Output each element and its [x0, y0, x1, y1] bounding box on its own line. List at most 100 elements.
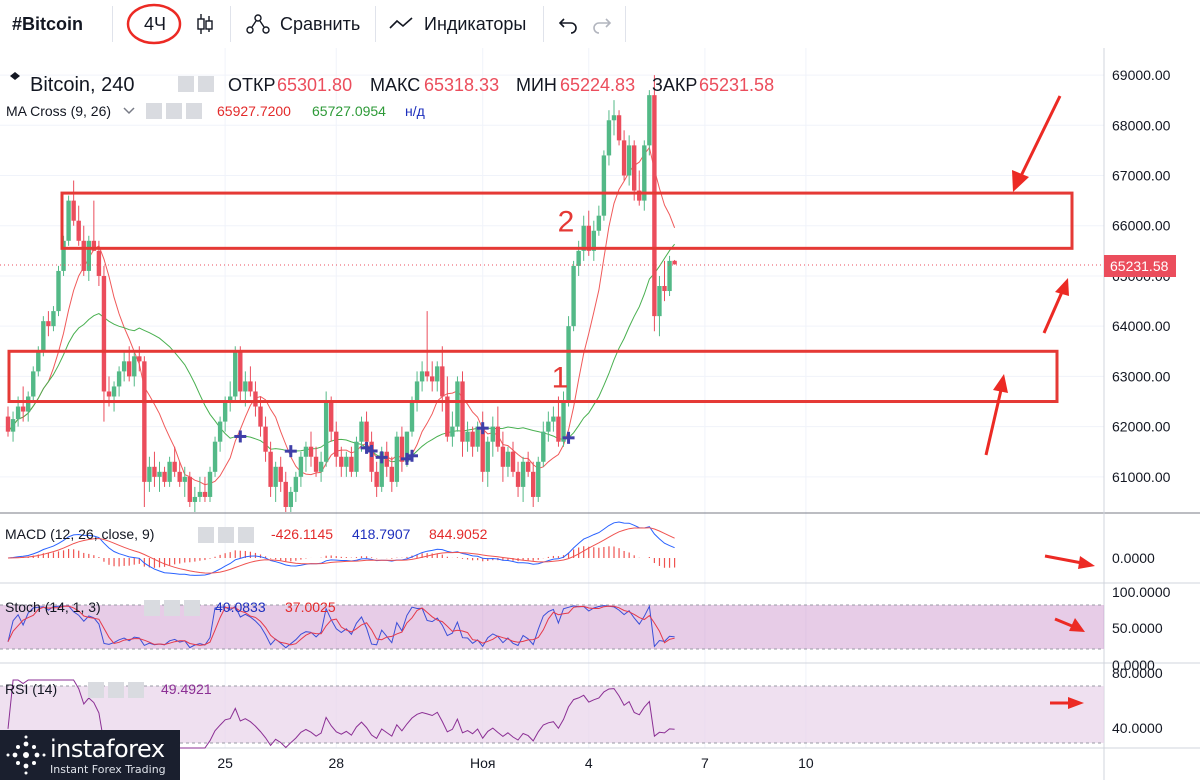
price-tick-label: 69000.00 [1112, 67, 1171, 83]
stoch-value-1: 40.0833 [215, 599, 266, 615]
ma-cross-marker [234, 430, 247, 443]
compare-label: Сравнить [280, 13, 361, 34]
candle-body [142, 361, 147, 482]
candle-body [384, 451, 389, 467]
ma-fast-value: 65927.7200 [217, 103, 291, 119]
candle [490, 416, 495, 457]
compare-button[interactable]: Сравнить [244, 0, 360, 48]
candle-type-button[interactable] [196, 0, 214, 48]
candle [626, 135, 632, 186]
instaforex-watermark: instaforex Instant Forex Trading [0, 730, 180, 780]
grid [0, 48, 1104, 748]
candle-body [621, 140, 627, 176]
price-tick-label: 63000.00 [1112, 368, 1171, 384]
candle-body [339, 456, 344, 467]
candle-body [404, 431, 410, 462]
candle-body [349, 456, 354, 472]
candle-body [576, 250, 581, 266]
redo-button[interactable] [592, 0, 614, 48]
candle [465, 421, 470, 452]
macd-settings-icons [198, 527, 254, 543]
rsi-settings-icons [88, 682, 144, 698]
candle [359, 416, 364, 452]
candle [26, 391, 31, 422]
candle [81, 225, 86, 276]
time-tick-label: 28 [328, 755, 344, 771]
candle [667, 255, 672, 297]
candle [31, 366, 36, 402]
candle [339, 446, 344, 477]
candle-body [546, 421, 551, 432]
candle [303, 441, 309, 472]
candles [5, 75, 677, 512]
candle-body [450, 426, 455, 437]
candle-body [182, 476, 187, 482]
chart-area[interactable]: 61000.0062000.0063000.0064000.0065000.00… [0, 48, 1200, 780]
candle [10, 411, 16, 442]
candle-body [162, 471, 167, 482]
candle-body [364, 421, 369, 442]
interval-circle-annotation [126, 3, 182, 45]
candle-body [334, 431, 339, 457]
low-label: МИН [516, 75, 557, 95]
candle [182, 466, 187, 497]
candle-body [152, 466, 157, 477]
candle [142, 356, 147, 507]
candle-body [632, 145, 637, 191]
candle-body [601, 155, 607, 216]
candle [207, 466, 213, 502]
symbol-label[interactable]: #Bitcoin [12, 13, 84, 34]
time-tick-label: 10 [798, 755, 814, 771]
undo-icon [556, 14, 578, 34]
candle [419, 361, 425, 392]
candle-body [81, 240, 86, 271]
candle-body [132, 356, 137, 377]
candle-body [389, 466, 394, 482]
toolbar-divider [625, 6, 626, 42]
ma-slow-value: 65727.0954 [312, 103, 386, 119]
candle-body [258, 406, 263, 427]
candle [46, 311, 51, 337]
candle-body [187, 476, 192, 502]
candle-body [61, 240, 66, 271]
candle-body [157, 471, 162, 477]
candle [212, 436, 218, 477]
candle-body [495, 426, 501, 447]
indicator-axis: 0.0000 100.0000 50.0000 0.0000 80.0000 4… [1112, 550, 1171, 736]
candle-body [253, 391, 258, 407]
candle-body [177, 471, 182, 482]
candle [606, 110, 612, 166]
candle-body [485, 441, 490, 472]
candle-body [490, 426, 495, 442]
candle [51, 306, 56, 332]
candle-body [51, 311, 56, 327]
candle [642, 140, 647, 211]
undo-button[interactable] [556, 0, 578, 48]
candle [344, 451, 349, 477]
candle-body [288, 491, 293, 507]
candle-body [541, 431, 546, 462]
candle-body [399, 436, 405, 462]
ma-cross-markers [234, 422, 575, 465]
candle-body [531, 471, 536, 497]
candle [485, 436, 490, 487]
ma-cross-marker [365, 444, 378, 457]
zone-label: 1 [552, 361, 569, 394]
price-tick-label: 61000.00 [1112, 469, 1171, 485]
interval-button[interactable]: 4Ч [128, 0, 182, 48]
time-tick-label: Ноя [470, 755, 495, 771]
candle-body [106, 391, 112, 397]
candle [601, 150, 607, 221]
indicators-button[interactable]: Индикаторы [388, 0, 526, 48]
candle [318, 451, 324, 482]
close-value: 65231.58 [699, 75, 774, 95]
candle [576, 240, 581, 276]
candle [354, 436, 359, 477]
candle [409, 396, 415, 437]
candle [313, 446, 319, 477]
candle [591, 220, 596, 261]
candle-body [71, 200, 76, 221]
candle [329, 396, 334, 442]
candle [424, 311, 430, 382]
candle-body [657, 286, 662, 317]
